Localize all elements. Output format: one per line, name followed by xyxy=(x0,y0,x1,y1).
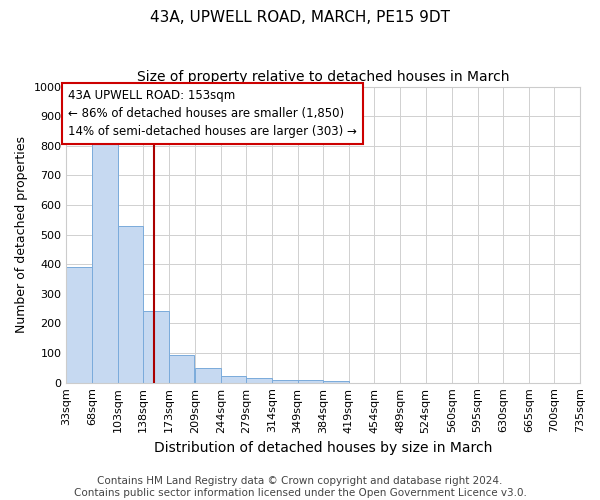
X-axis label: Distribution of detached houses by size in March: Distribution of detached houses by size … xyxy=(154,441,493,455)
Bar xyxy=(118,226,143,382)
Bar xyxy=(67,267,92,382)
Bar xyxy=(221,376,247,382)
Bar xyxy=(272,380,298,382)
Text: 43A, UPWELL ROAD, MARCH, PE15 9DT: 43A, UPWELL ROAD, MARCH, PE15 9DT xyxy=(150,10,450,25)
Text: Contains HM Land Registry data © Crown copyright and database right 2024.
Contai: Contains HM Land Registry data © Crown c… xyxy=(74,476,526,498)
Bar xyxy=(298,380,323,382)
Bar xyxy=(247,378,272,382)
Y-axis label: Number of detached properties: Number of detached properties xyxy=(15,136,28,333)
Text: 43A UPWELL ROAD: 153sqm
← 86% of detached houses are smaller (1,850)
14% of semi: 43A UPWELL ROAD: 153sqm ← 86% of detache… xyxy=(68,89,357,138)
Bar xyxy=(92,137,118,382)
Bar xyxy=(169,354,194,382)
Bar xyxy=(195,368,221,382)
Bar xyxy=(323,380,349,382)
Title: Size of property relative to detached houses in March: Size of property relative to detached ho… xyxy=(137,70,509,84)
Bar xyxy=(143,310,169,382)
